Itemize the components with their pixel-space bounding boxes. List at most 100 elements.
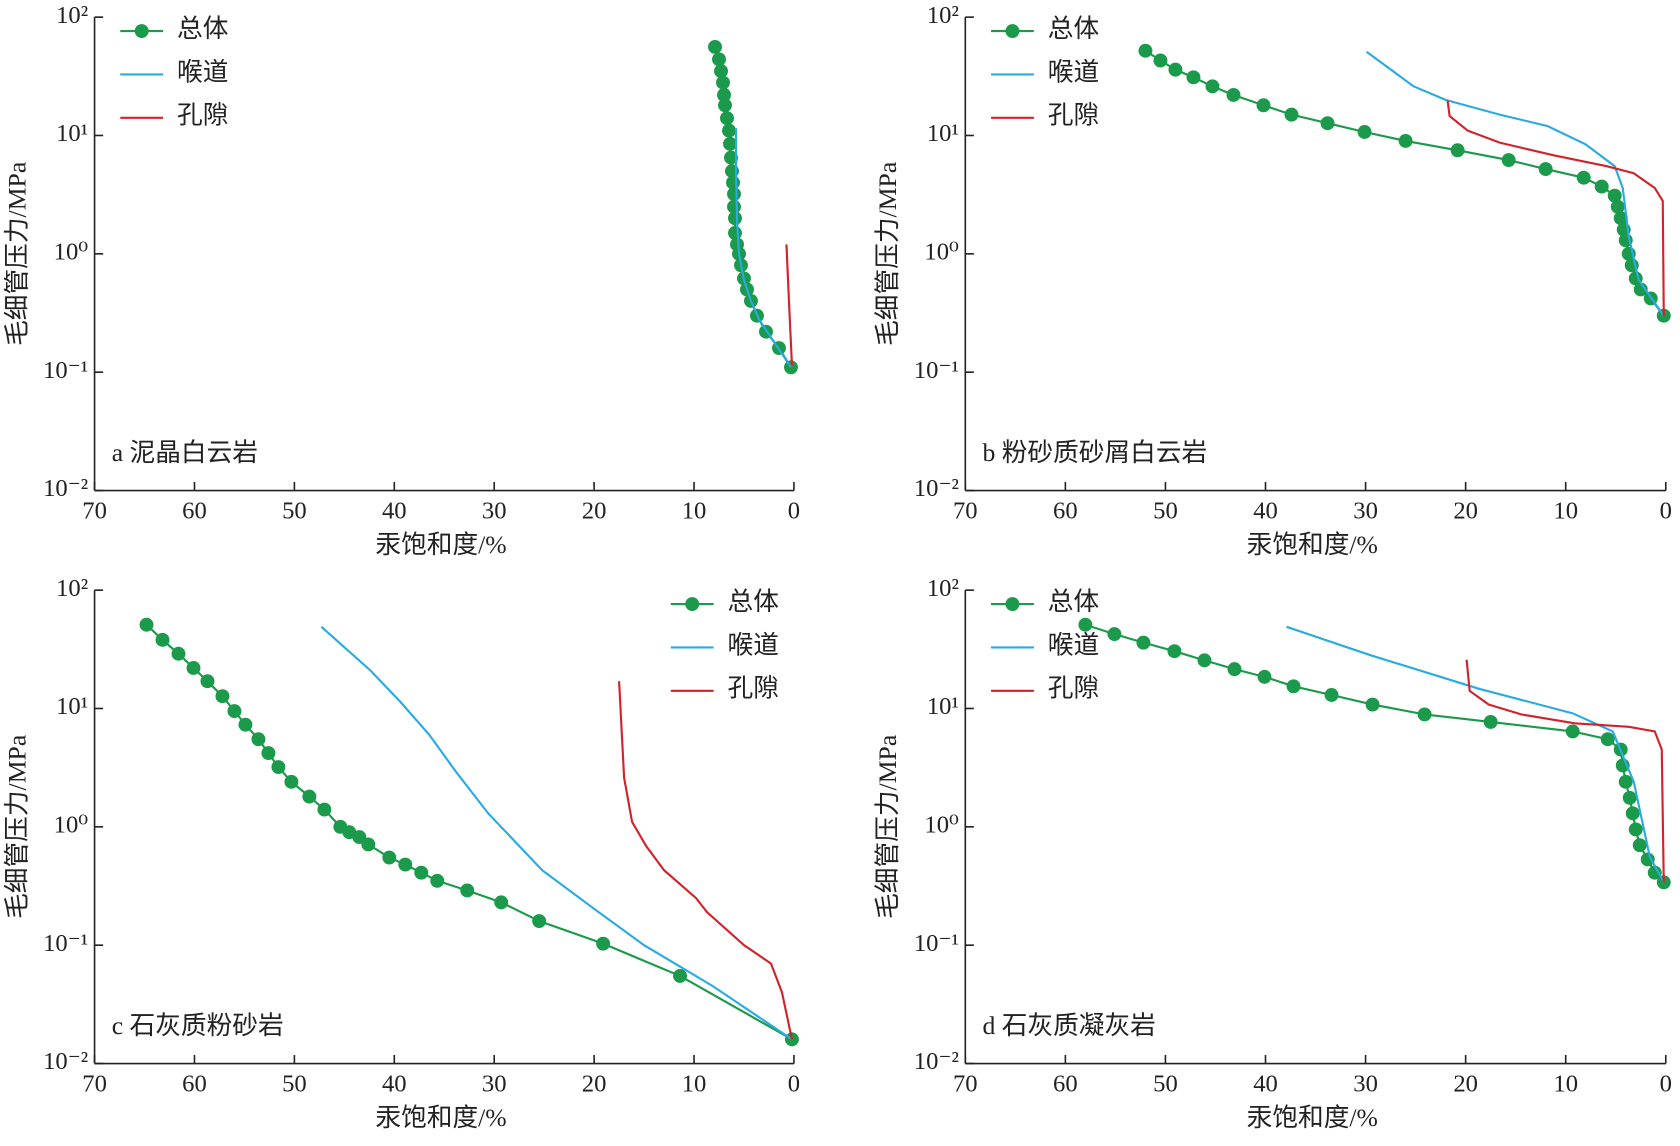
- data-point: [1594, 179, 1609, 194]
- data-point: [284, 774, 299, 789]
- legend-label: 喉道: [1048, 630, 1099, 659]
- data-point: [1078, 617, 1093, 632]
- data-point: [673, 968, 688, 983]
- x-tick-label: 60: [182, 498, 207, 525]
- data-point: [238, 717, 253, 732]
- x-tick-label: 10: [682, 498, 707, 525]
- panel: 10⁻² 10⁻¹ 10⁰ 10¹ 10² 70 60 50 40 30 20 10 0 汞饱和度/% 毛细…: [873, 575, 1672, 1132]
- data-point: [1284, 107, 1299, 122]
- panel: 10⁻² 10⁻¹ 10⁰ 10¹ 10² 70 60 50 40 30 20 10 0 汞饱和度/% 毛细…: [873, 2, 1672, 559]
- data-point: [722, 123, 736, 138]
- data-point: [720, 111, 734, 126]
- data-point: [361, 837, 376, 852]
- legend-label: 孔隙: [728, 674, 779, 703]
- y-axis-label: 毛细管压力/MPa: [873, 734, 902, 919]
- data-point: [414, 865, 429, 880]
- x-tick-label: 30: [1353, 498, 1378, 525]
- legend-label: 总体: [728, 587, 779, 616]
- data-point: [1136, 635, 1151, 650]
- y-tick-label: 10⁻²: [43, 475, 88, 502]
- data-point: [1324, 688, 1339, 702]
- annotation: c 石灰质粉砂岩: [112, 1011, 284, 1040]
- x-axis-label: 汞饱和度/%: [1247, 530, 1378, 559]
- data-point: [714, 64, 728, 79]
- y-tick-label: 10⁻²: [914, 475, 959, 502]
- x-tick-label: 40: [1253, 1071, 1278, 1098]
- legend-label: 孔隙: [1048, 101, 1099, 130]
- data-point: [1107, 627, 1122, 642]
- data-point: [708, 39, 722, 54]
- data-point: [302, 789, 317, 804]
- legend-label: 喉道: [728, 630, 779, 659]
- data-point: [398, 857, 413, 872]
- legend-label: 总体: [1048, 587, 1099, 616]
- data-point: [251, 732, 266, 747]
- legend-label: 总体: [1048, 14, 1099, 43]
- panel: 10⁻² 10⁻¹ 10⁰ 10¹ 10² 70 60 50 40 30 20 10 0 汞饱和度/% 毛细…: [2, 575, 800, 1132]
- legend-marker: [1005, 597, 1020, 612]
- data-point: [1483, 714, 1498, 729]
- data-point: [1186, 70, 1201, 85]
- x-tick-label: 20: [1453, 1071, 1478, 1098]
- series-line: [1465, 659, 1665, 883]
- x-tick-label: 50: [1153, 498, 1178, 525]
- data-point: [1538, 162, 1553, 177]
- x-tick-label: 0: [1660, 1071, 1672, 1098]
- y-tick-label: 10¹: [927, 120, 959, 147]
- x-tick-label: 60: [182, 1071, 207, 1098]
- data-point: [1138, 43, 1153, 58]
- legend-label: 孔隙: [1048, 674, 1099, 703]
- x-axis-label: 汞饱和度/%: [375, 530, 506, 559]
- data-point: [1168, 62, 1183, 77]
- x-tick-label: 20: [1453, 498, 1478, 525]
- y-tick-label: 10⁻¹: [43, 357, 88, 384]
- series-line: [734, 128, 792, 368]
- x-tick-label: 30: [482, 1071, 507, 1098]
- y-tick-label: 10⁻²: [914, 1048, 959, 1075]
- y-tick-label: 10²: [56, 2, 88, 29]
- legend-marker: [1005, 24, 1020, 39]
- legend-label: 喉道: [1048, 57, 1099, 86]
- data-point: [215, 689, 230, 704]
- data-point: [1633, 282, 1648, 297]
- legend-marker: [134, 24, 149, 39]
- x-tick-label: 0: [788, 1071, 800, 1098]
- x-tick-label: 70: [82, 1071, 107, 1098]
- data-point: [382, 850, 397, 865]
- data-point: [1565, 724, 1580, 739]
- x-tick-label: 50: [1153, 1071, 1178, 1098]
- data-point: [718, 98, 732, 113]
- x-tick-label: 30: [482, 498, 507, 525]
- data-point: [723, 136, 737, 151]
- data-point: [1576, 170, 1591, 185]
- data-point: [139, 617, 154, 632]
- data-point: [1227, 662, 1242, 677]
- x-tick-label: 40: [1253, 498, 1278, 525]
- y-tick-label: 10⁰: [54, 811, 89, 838]
- y-tick-label: 10²: [56, 575, 88, 602]
- series-line: [1446, 100, 1665, 316]
- x-tick-label: 0: [1660, 498, 1672, 525]
- x-tick-label: 70: [953, 498, 978, 525]
- data-point: [712, 52, 726, 67]
- data-point: [1450, 143, 1465, 158]
- y-tick-label: 10⁰: [924, 238, 959, 265]
- data-point: [186, 660, 201, 675]
- data-point: [1205, 79, 1220, 94]
- data-point: [1625, 806, 1640, 821]
- data-point: [1197, 653, 1212, 668]
- y-tick-label: 10¹: [927, 693, 959, 720]
- annotation: d 石灰质凝灰岩: [982, 1011, 1155, 1040]
- data-point: [1632, 838, 1647, 853]
- data-point: [1320, 116, 1335, 131]
- series-line: [1286, 625, 1665, 883]
- x-tick-label: 70: [953, 1071, 978, 1098]
- x-tick-label: 10: [682, 1071, 707, 1098]
- data-point: [1640, 852, 1655, 867]
- data-point: [1600, 732, 1615, 747]
- x-tick-label: 40: [382, 1071, 407, 1098]
- y-tick-label: 10⁻¹: [914, 357, 959, 384]
- data-point: [1622, 790, 1637, 805]
- series-line: [618, 681, 793, 1040]
- annotation: b 粉砂质砂屑白云岩: [982, 438, 1207, 467]
